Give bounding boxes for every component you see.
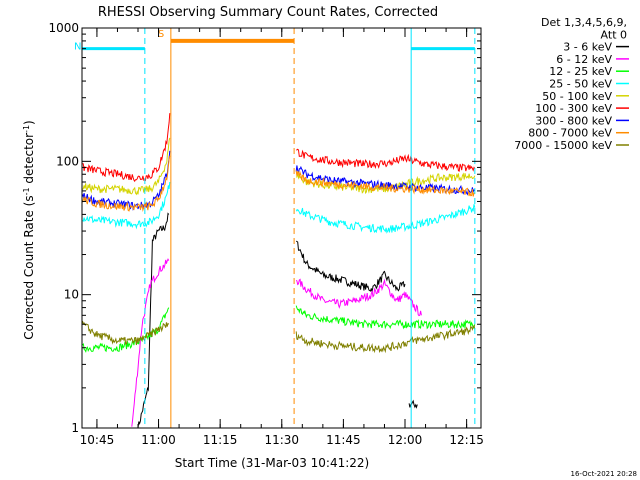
series-300-800-kev-line-0 [82,150,171,211]
x-tick-label-10-45: 10:45 [80,433,115,447]
x-axis-label: Start Time (31-Mar-03 10:41:22) [175,456,369,470]
series-25-50-kev-line-0 [82,181,171,230]
flag-label-s: S [158,29,164,40]
y-tick-label-10: 10 [64,288,79,302]
series-3-6-kev-line-2 [408,399,418,409]
x-tick-label-11-45: 11:45 [326,433,361,447]
series-25-50-kev-line-1 [295,204,476,234]
series-6-12-kev-line-0 [131,258,170,427]
series-7000-15000-kev-line-1 [295,325,476,354]
series-100-300-kev-line-1 [296,148,476,172]
y-tick-label-1000: 1000 [48,21,79,35]
series-3-6-kev-line-0 [137,212,170,429]
series-12-25-kev-line-1 [295,305,476,330]
series-6-12-kev-line-1 [295,278,422,317]
x-tick-label-11-15: 11:15 [203,433,238,447]
series-50-100-kev-line-1 [296,172,476,195]
legend-header-0: Det 1,3,4,5,6,9, [541,16,627,29]
x-tick-label-11-30: 11:30 [264,433,299,447]
series-800-7000-kev-line-1 [295,170,475,197]
legend-label-50-100-kev: 50 - 100 keV [542,90,612,103]
legend-label-100-300-kev: 100 - 300 keV [535,102,612,115]
legend-label-12-25-kev: 12 - 25 keV [549,65,612,78]
series-3-6-kev-line-1 [295,240,406,293]
series-7000-15000-kev-line-0 [82,320,170,345]
legend-label-6-12-kev: 6 - 12 keV [556,53,612,66]
data-layer: NS [74,28,476,429]
plot-frame [81,27,482,429]
flag-label-n: N [74,42,81,53]
legend-label-800-7000-kev: 800 - 7000 keV [528,127,612,140]
series-800-7000-kev-line-0 [82,155,171,212]
chart-title: RHESSI Observing Summary Count Rates, Co… [98,5,438,20]
legend-label-7000-15000-kev: 7000 - 15000 keV [514,139,612,152]
x-tick-label-12-15: 12:15 [449,433,484,447]
y-tick-label-100: 100 [56,154,79,168]
series-100-300-kev-line-0 [82,113,171,183]
x-tick-label-12-00: 12:00 [388,433,423,447]
legend-label-25-50-kev: 25 - 50 keV [549,78,612,91]
footer-timestamp: 16-Oct-2021 20:28 [571,470,637,478]
series-50-100-kev-line-0 [82,137,171,196]
y-tick-label-1: 1 [71,421,79,435]
x-tick-label-11-00: 11:00 [141,433,176,447]
legend-label-300-800-kev: 300 - 800 keV [535,114,612,127]
legend-header-1: Att 0 [601,28,627,41]
axes: 1 10 100 1000 10:45 11:00 11:15 11:30 11:45 12:00… [48,21,483,447]
y-axis-label: Corrected Count Rate (s-1 detector-1) [22,120,36,339]
legend-label-3-6-kev: 3 - 6 keV [563,41,612,54]
